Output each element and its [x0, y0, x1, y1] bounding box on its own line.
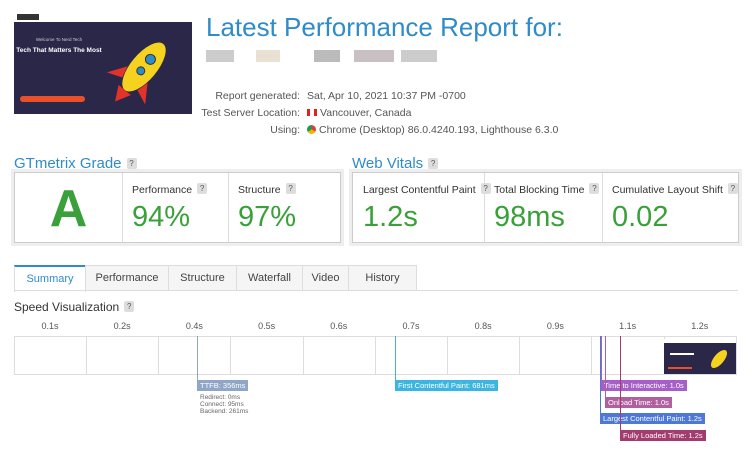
frame-cell	[231, 336, 304, 375]
grade-letter: A	[49, 180, 88, 238]
tab-underline	[14, 290, 738, 291]
time-tick: 0.8s	[474, 321, 492, 331]
metric-cell: Performance? 94%	[122, 173, 229, 242]
tti-marker: Time to Interactive: 1.0s	[601, 380, 687, 391]
section-title: Web Vitals?	[352, 155, 439, 172]
help-icon[interactable]: ?	[428, 158, 439, 169]
metric-label: Largest Contentful Paint	[363, 184, 476, 196]
thumb-welcome: Welcome To Nerd Tech	[36, 37, 83, 42]
browser: Chrome (Desktop) 86.0.4240.193, Lighthou…	[319, 124, 559, 136]
marker-line	[620, 336, 621, 430]
grade-title: GTmetrix Grade	[14, 155, 122, 172]
marker-line	[197, 336, 198, 380]
marker-line	[600, 336, 601, 413]
metric-label: Total Blocking Time	[494, 184, 585, 196]
tab[interactable]: Waterfall	[236, 265, 303, 291]
metric-cell: Structure? 97%	[228, 173, 340, 242]
chrome-icon	[307, 125, 316, 134]
help-icon[interactable]: ?	[124, 301, 135, 312]
section-title: GTmetrix Grade?	[14, 155, 137, 172]
report-label: Report generated:	[215, 90, 300, 102]
frame-cell	[519, 336, 593, 375]
fully-loaded-marker: Fully Loaded Time: 1.2s	[620, 430, 706, 441]
metric-value: 98ms	[494, 201, 565, 233]
frame-cell	[158, 336, 232, 375]
thumb-headline: Tech That Matters The Most	[16, 47, 102, 54]
time-tick: 1.1s	[619, 321, 637, 331]
time-tick: 0.7s	[402, 321, 420, 331]
time-tick: 0.2s	[113, 321, 131, 331]
metric-label: Performance	[132, 184, 193, 196]
help-icon[interactable]: ?	[285, 183, 296, 194]
marker-line	[395, 336, 396, 380]
flag-icon	[307, 109, 317, 116]
help-icon[interactable]: ?	[197, 183, 208, 194]
help-icon[interactable]: ?	[727, 183, 738, 194]
metric-value: 1.2s	[363, 201, 418, 233]
time-tick: 0.9s	[546, 321, 564, 331]
frame-screenshot	[664, 339, 736, 374]
marker-line	[601, 336, 602, 380]
onload-marker: Onload Time: 1.0s	[605, 397, 672, 408]
help-icon[interactable]: ?	[126, 158, 137, 169]
time-tick: 1.2s	[691, 321, 709, 331]
vitals-box: Largest Contentful Paint? 1.2s Total Blo…	[352, 172, 739, 243]
blurred-url	[206, 48, 437, 64]
tab[interactable]: Summary	[14, 265, 86, 292]
report-label: Using:	[270, 124, 300, 136]
metric-label: Cumulative Layout Shift	[612, 184, 723, 196]
timeline-title: Speed Visualization	[14, 300, 120, 314]
site-thumbnail: Welcome To Nerd Tech Tech That Matters T…	[14, 12, 192, 114]
report-value: Sat, Apr 10, 2021 10:37 PM -0700	[307, 90, 466, 102]
time-tick: 0.4s	[185, 321, 203, 331]
tab[interactable]: Structure	[168, 265, 237, 291]
tab[interactable]: Performance	[85, 265, 169, 291]
ttfb-marker: TTFB: 356ms	[197, 380, 249, 391]
frame-cell	[14, 336, 87, 375]
tab[interactable]: Video	[302, 265, 349, 291]
location: Vancouver, Canada	[320, 107, 412, 119]
time-tick: 0.6s	[330, 321, 348, 331]
help-icon[interactable]: ?	[589, 183, 600, 194]
grade-cell: A	[15, 173, 123, 242]
grade-box: A Performance? 94% Structure? 97%	[14, 172, 341, 243]
help-icon[interactable]: ?	[480, 183, 491, 194]
marker-line	[605, 336, 606, 397]
metric-cell: Largest Contentful Paint? 1.2s	[353, 173, 491, 242]
frame-cell	[303, 336, 376, 375]
report-title: Latest Performance Report for:	[206, 12, 563, 42]
time-tick: 0.1s	[41, 321, 59, 331]
metric-label: Structure	[238, 184, 281, 196]
time-tick: 0.5s	[258, 321, 276, 331]
report-value: Chrome (Desktop) 86.0.4240.193, Lighthou…	[307, 124, 558, 136]
lcp-marker: Largest Contentful Paint: 1.2s	[600, 413, 705, 424]
frame-cell	[447, 336, 521, 375]
frame-cell	[664, 336, 737, 375]
vitals-title: Web Vitals	[352, 155, 424, 172]
metric-value: 0.02	[612, 201, 669, 233]
section-title: Speed Visualization?	[14, 300, 135, 314]
ttfb-detail: Redirect: 0ms	[200, 394, 241, 401]
ttfb-detail: Connect: 95ms	[200, 401, 244, 408]
fcp-marker: First Contentful Paint: 681ms	[395, 380, 498, 391]
metric-value: 94%	[132, 201, 191, 233]
report-value: Vancouver, Canada	[307, 107, 411, 119]
metric-value: 97%	[238, 201, 297, 233]
filmstrip	[14, 336, 736, 375]
ttfb-detail: Backend: 261ms	[200, 408, 249, 415]
tab[interactable]: History	[348, 265, 417, 291]
metric-cell: Cumulative Layout Shift? 0.02	[602, 173, 738, 242]
frame-cell	[375, 336, 448, 375]
metric-cell: Total Blocking Time? 98ms	[484, 173, 603, 242]
report-label: Test Server Location:	[201, 107, 300, 119]
frame-cell	[86, 336, 160, 375]
